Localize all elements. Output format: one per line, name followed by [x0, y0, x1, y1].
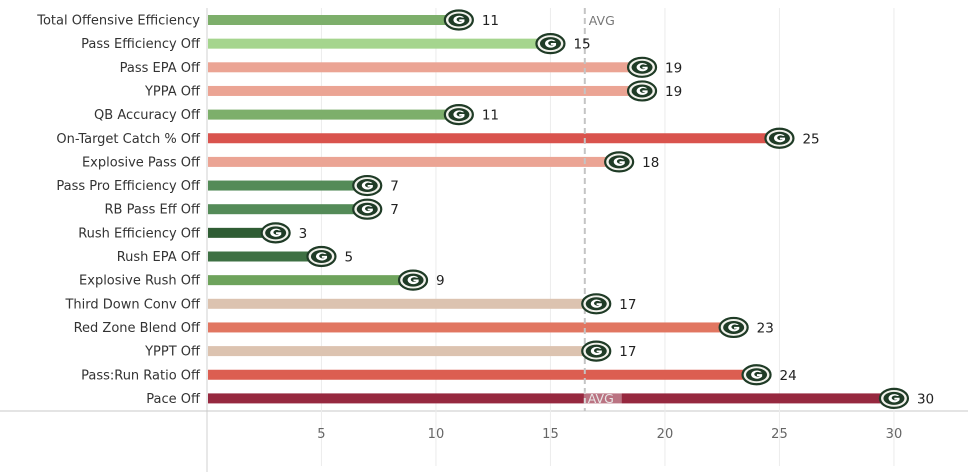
value-label: 25 — [802, 131, 819, 147]
value-label: 15 — [573, 37, 590, 53]
packers-g-logo-icon — [604, 151, 635, 173]
packers-g-logo-icon — [535, 33, 566, 55]
avg-label-top: AVG — [589, 13, 615, 28]
category-label: Pass:Run Ratio Off — [81, 368, 201, 383]
category-label: Third Down Conv Off — [64, 297, 201, 312]
value-label: 7 — [390, 202, 399, 218]
bar — [208, 109, 459, 120]
packers-g-logo-icon — [260, 222, 291, 244]
category-label: YPPT Off — [144, 345, 201, 360]
bar — [208, 38, 551, 49]
value-label: 17 — [619, 297, 636, 313]
packers-g-logo-icon — [718, 316, 749, 339]
bar — [208, 156, 620, 167]
value-label: 3 — [299, 226, 308, 242]
packers-g-logo-icon — [352, 198, 383, 220]
category-label: Red Zone Blend Off — [74, 321, 201, 336]
bar — [208, 322, 734, 333]
value-label: 9 — [436, 273, 445, 289]
x-tick-label: 25 — [771, 427, 788, 442]
value-label: 11 — [482, 13, 499, 29]
category-label: On-Target Catch % Off — [56, 132, 201, 147]
avg-label-bottom: AVG — [588, 391, 614, 406]
bar — [208, 180, 368, 191]
grid-layer — [0, 8, 968, 472]
bar — [208, 298, 597, 309]
avg-layer: AVG — [583, 8, 615, 411]
category-label: Explosive Rush Off — [79, 274, 201, 289]
category-label: YPPA Off — [144, 84, 201, 99]
packers-g-logo-icon — [306, 245, 337, 268]
packers-g-logo-icon — [764, 127, 795, 149]
category-label: Total Offensive Efficiency — [36, 14, 200, 29]
packers-g-logo-icon — [581, 340, 612, 362]
bar — [208, 15, 459, 25]
bar — [208, 133, 780, 144]
packers-g-logo-icon — [626, 80, 658, 102]
bar — [208, 275, 414, 286]
packers-g-logo-icon — [443, 9, 474, 31]
value-label: 5 — [344, 250, 353, 266]
value-label: 17 — [619, 344, 636, 360]
category-label: Explosive Pass Off — [82, 155, 201, 170]
label-layer: 5 10 15 20 25 30 Total Offensive Efficiency 11 P… — [36, 13, 934, 442]
packers-g-logo-icon — [626, 56, 658, 78]
value-label: 19 — [665, 60, 682, 76]
x-tick-label: 10 — [428, 427, 445, 442]
packers-g-logo-icon — [443, 103, 474, 126]
bar — [208, 393, 894, 404]
bar-layer — [208, 15, 894, 404]
packers-g-logo-icon — [352, 174, 383, 197]
x-tick-label: 20 — [657, 427, 674, 442]
bar — [208, 251, 322, 262]
value-label: 30 — [917, 391, 934, 407]
value-label: 23 — [757, 320, 774, 336]
value-label: 7 — [390, 179, 399, 195]
value-label: 24 — [780, 368, 797, 384]
bar — [208, 85, 643, 96]
packers-g-logo-icon — [581, 293, 612, 315]
category-label: RB Pass Eff Off — [105, 203, 202, 218]
category-label: Pace Off — [146, 392, 201, 407]
category-label: Rush Efficiency Off — [78, 226, 201, 241]
x-tick-label: 15 — [542, 427, 559, 442]
packers-g-logo-icon — [878, 387, 910, 409]
category-label: Pass Pro Efficiency Off — [56, 179, 201, 194]
value-label: 11 — [482, 108, 499, 124]
bar — [208, 227, 276, 238]
packers-g-logo-icon — [397, 269, 429, 291]
bar — [208, 369, 757, 380]
packers-g-logo-icon — [741, 364, 772, 386]
category-label: Pass Efficiency Off — [81, 37, 201, 52]
avg-label-bottom-bg — [583, 391, 622, 407]
x-tick-label: 30 — [886, 427, 903, 442]
value-label: 18 — [642, 155, 659, 171]
category-label: Pass EPA Off — [120, 61, 201, 76]
category-label: QB Accuracy Off — [94, 108, 201, 123]
category-label: Rush EPA Off — [117, 250, 201, 265]
x-tick-label: 5 — [317, 427, 325, 442]
value-label: 19 — [665, 84, 682, 100]
bar — [208, 62, 643, 73]
marker-layer: AVG — [260, 9, 910, 409]
bar — [208, 346, 597, 357]
bar — [208, 204, 368, 215]
